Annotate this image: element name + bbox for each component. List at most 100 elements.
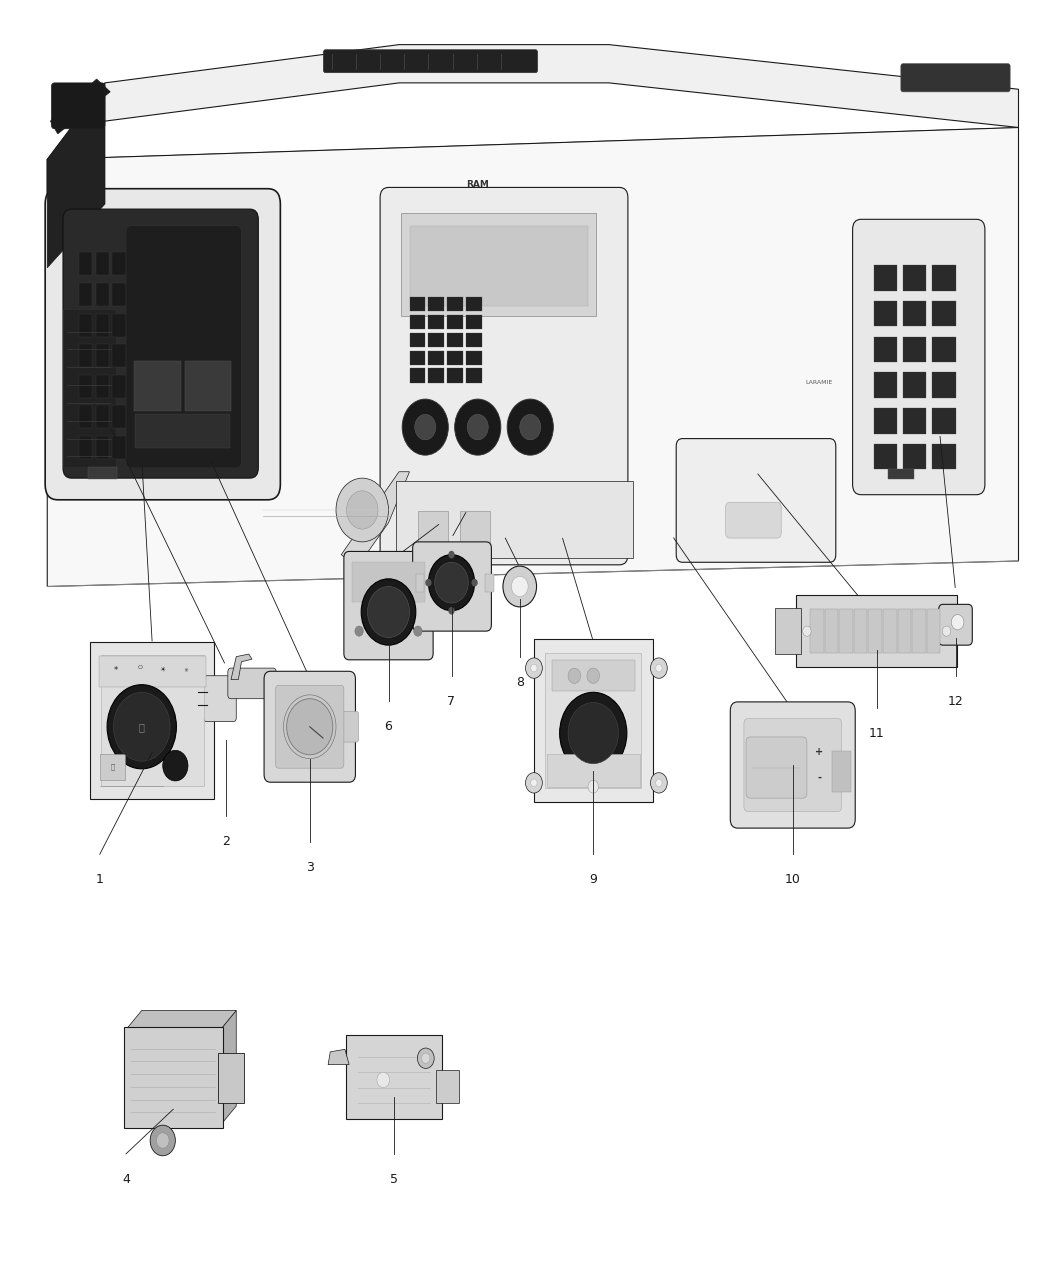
Circle shape [336,478,388,542]
Circle shape [361,579,416,645]
FancyBboxPatch shape [552,660,634,691]
FancyBboxPatch shape [428,351,444,365]
FancyBboxPatch shape [874,265,897,291]
FancyBboxPatch shape [63,209,258,478]
FancyBboxPatch shape [112,405,126,428]
FancyBboxPatch shape [898,609,911,653]
Circle shape [511,576,528,597]
Circle shape [113,692,170,761]
FancyBboxPatch shape [341,711,358,742]
Circle shape [655,664,662,672]
FancyBboxPatch shape [79,283,92,306]
FancyBboxPatch shape [932,265,956,291]
FancyBboxPatch shape [88,467,117,479]
FancyBboxPatch shape [124,1028,223,1128]
Circle shape [425,579,432,586]
FancyBboxPatch shape [883,609,897,653]
Text: -: - [817,773,821,783]
FancyBboxPatch shape [932,337,956,362]
FancyBboxPatch shape [112,344,126,367]
FancyBboxPatch shape [546,653,640,788]
Polygon shape [231,654,252,680]
Circle shape [587,668,600,683]
FancyBboxPatch shape [874,301,897,326]
FancyBboxPatch shape [135,414,230,448]
FancyBboxPatch shape [932,301,956,326]
FancyBboxPatch shape [428,315,444,329]
FancyBboxPatch shape [932,444,956,469]
FancyBboxPatch shape [731,701,855,829]
Circle shape [530,664,537,672]
FancyBboxPatch shape [447,351,463,365]
FancyBboxPatch shape [410,226,588,306]
Circle shape [467,414,488,440]
Polygon shape [328,1049,349,1065]
Text: 5: 5 [390,1173,398,1186]
Circle shape [802,626,811,636]
Circle shape [448,551,455,558]
FancyBboxPatch shape [824,609,838,653]
FancyBboxPatch shape [874,444,897,469]
Text: 9: 9 [589,873,597,886]
FancyBboxPatch shape [79,314,92,337]
FancyBboxPatch shape [903,444,926,469]
FancyBboxPatch shape [428,368,444,382]
Text: 7: 7 [447,695,456,708]
FancyBboxPatch shape [418,511,448,548]
FancyBboxPatch shape [353,562,424,602]
Text: ⛺: ⛺ [139,722,145,732]
Circle shape [435,562,468,603]
FancyBboxPatch shape [447,368,463,382]
Text: 12: 12 [947,695,964,708]
FancyBboxPatch shape [112,436,126,459]
Text: 6: 6 [384,720,393,733]
FancyBboxPatch shape [96,314,109,337]
Circle shape [650,773,668,793]
FancyBboxPatch shape [126,226,242,468]
FancyBboxPatch shape [874,408,897,434]
FancyBboxPatch shape [874,372,897,398]
Polygon shape [341,472,410,567]
Polygon shape [126,1010,236,1030]
FancyBboxPatch shape [228,668,276,699]
Text: 1: 1 [96,873,104,886]
FancyBboxPatch shape [96,283,109,306]
FancyBboxPatch shape [903,337,926,362]
FancyBboxPatch shape [447,315,463,329]
FancyBboxPatch shape [79,375,92,398]
FancyBboxPatch shape [410,351,425,365]
FancyBboxPatch shape [903,372,926,398]
FancyBboxPatch shape [874,337,897,362]
Text: 3: 3 [306,861,314,873]
FancyBboxPatch shape [101,655,204,785]
FancyBboxPatch shape [100,754,125,779]
FancyBboxPatch shape [134,361,181,411]
FancyBboxPatch shape [466,315,482,329]
Text: LARAMIE: LARAMIE [805,380,833,385]
Text: O: O [138,666,142,669]
FancyBboxPatch shape [466,351,482,365]
FancyBboxPatch shape [218,1053,244,1103]
FancyBboxPatch shape [204,676,236,722]
Circle shape [415,414,436,440]
Circle shape [650,658,668,678]
Circle shape [471,579,478,586]
Circle shape [368,586,410,638]
FancyBboxPatch shape [79,436,92,459]
Text: 2: 2 [222,835,230,848]
FancyBboxPatch shape [265,671,355,782]
FancyBboxPatch shape [447,297,463,311]
FancyBboxPatch shape [903,301,926,326]
FancyBboxPatch shape [888,469,914,479]
Circle shape [163,750,188,780]
FancyBboxPatch shape [546,754,639,787]
Circle shape [951,615,964,630]
Circle shape [107,685,176,769]
FancyBboxPatch shape [428,333,444,347]
FancyBboxPatch shape [96,344,109,367]
Text: 11: 11 [869,727,884,739]
FancyBboxPatch shape [96,252,109,275]
FancyBboxPatch shape [939,604,972,645]
FancyBboxPatch shape [932,408,956,434]
FancyBboxPatch shape [185,361,231,411]
